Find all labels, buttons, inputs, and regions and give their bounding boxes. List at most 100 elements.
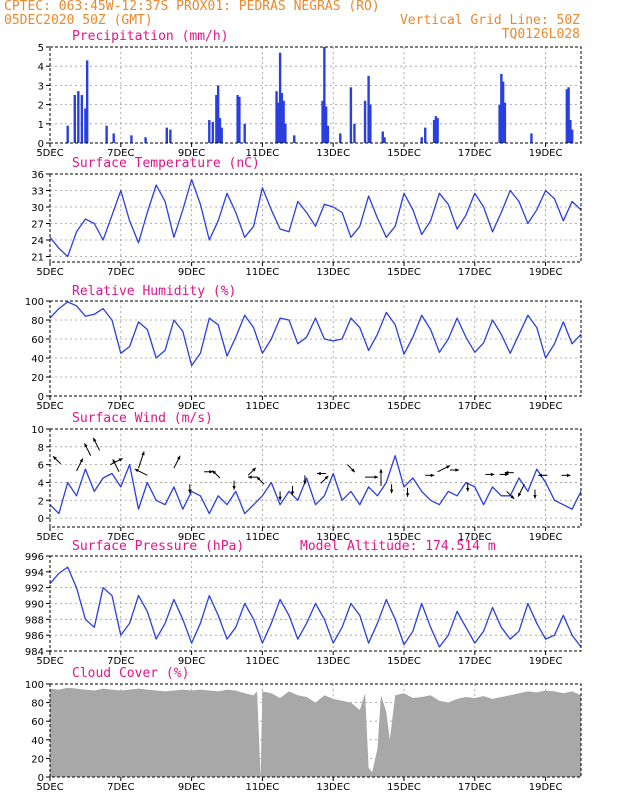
wind-vector bbox=[173, 455, 181, 469]
header-datetime: 05DEC2020 50Z (GMT) bbox=[4, 13, 153, 28]
precip-ytick: 1 bbox=[38, 120, 44, 131]
panel-rh: Relative Humidity (%) 0 20 40 60 80 100 5DEC 7DE… bbox=[25, 284, 582, 412]
temp-xtick: 17DEC bbox=[458, 267, 492, 278]
wind-vector bbox=[52, 455, 61, 465]
temp-frame bbox=[49, 173, 582, 263]
wind-xtick: 9DEC bbox=[178, 532, 205, 543]
wind-vector bbox=[506, 491, 515, 500]
header-grid-note: Vertical Grid Line: 50Z bbox=[400, 13, 580, 28]
temp-ytick: 24 bbox=[31, 236, 44, 247]
precip-ytick: 5 bbox=[38, 43, 44, 54]
precip-bar bbox=[84, 108, 87, 143]
cloud-ytick: 20 bbox=[31, 754, 44, 765]
precip-bar bbox=[284, 123, 287, 143]
cloud-frame bbox=[49, 683, 582, 778]
pressure-ytick: 988 bbox=[25, 615, 44, 626]
wind-vector bbox=[538, 473, 548, 478]
wind-xtick: 11DEC bbox=[246, 532, 280, 543]
wind-ytick: 6 bbox=[38, 461, 44, 472]
cloud-xtick: 11DEC bbox=[246, 782, 280, 793]
precip-bar bbox=[236, 95, 239, 143]
wind-vector bbox=[504, 470, 514, 475]
precip-bar bbox=[144, 137, 147, 143]
precip-bar bbox=[112, 133, 115, 143]
cloud-ytick: 40 bbox=[31, 736, 44, 747]
precip-bar bbox=[567, 87, 570, 143]
precip-bar bbox=[570, 129, 574, 143]
rh-xtick: 7DEC bbox=[107, 401, 134, 412]
precip-bar bbox=[424, 127, 427, 143]
precip-bar bbox=[367, 75, 370, 143]
pressure-ytick: 992 bbox=[25, 584, 44, 595]
wind-frame bbox=[49, 428, 582, 528]
cloud-xtick: 13DEC bbox=[316, 782, 350, 793]
pressure-xtick: 11DEC bbox=[246, 656, 280, 667]
wind-vector bbox=[450, 468, 460, 472]
precip-bar bbox=[280, 93, 284, 143]
precip-bar bbox=[105, 125, 108, 143]
precip-bar bbox=[165, 127, 169, 143]
wind-xtick: 15DEC bbox=[387, 532, 421, 543]
wind-vector bbox=[248, 475, 258, 479]
temp-xtick: 13DEC bbox=[316, 267, 350, 278]
panel-pressure: Surface Pressure (hPa) Model Altitude: 17… bbox=[25, 539, 582, 667]
precip-bar bbox=[323, 47, 326, 143]
temp-grid bbox=[50, 174, 581, 262]
precip-xtick: 9DEC bbox=[178, 148, 205, 159]
cloud-xtick: 15DEC bbox=[387, 782, 421, 793]
header-station: CPTEC: 063:45W-12:37S PROX01: PEDRAS NEG… bbox=[4, 0, 380, 14]
rh-line bbox=[49, 301, 582, 367]
precip-bar bbox=[363, 100, 367, 143]
rh-xtick: 17DEC bbox=[458, 401, 492, 412]
wind-vector bbox=[485, 472, 495, 477]
temp-xtick: 11DEC bbox=[246, 267, 280, 278]
wind-vector bbox=[379, 469, 383, 487]
wind-vector bbox=[465, 482, 470, 492]
wind-xtick: 17DEC bbox=[458, 532, 492, 543]
wind-vector bbox=[347, 464, 356, 473]
wind-vector bbox=[499, 472, 509, 477]
wind-vector bbox=[92, 437, 101, 451]
precip-grid bbox=[50, 47, 581, 143]
wind-vector bbox=[188, 484, 192, 494]
precip-bar bbox=[293, 135, 296, 143]
wind-vector bbox=[405, 487, 410, 497]
pressure-ytick: 986 bbox=[25, 631, 44, 642]
precip-xtick: 17DEC bbox=[458, 148, 492, 159]
precip-bar bbox=[77, 91, 80, 143]
precip-bar bbox=[569, 119, 572, 143]
precip-bar bbox=[238, 96, 241, 143]
precip-bar bbox=[381, 131, 384, 143]
precip-bars bbox=[66, 47, 574, 144]
pressure-line bbox=[49, 566, 582, 648]
wind-vector bbox=[138, 451, 145, 469]
precip-bar bbox=[383, 137, 386, 143]
temp-xtick: 9DEC bbox=[178, 267, 205, 278]
rh-ytick: 100 bbox=[25, 297, 44, 308]
temp-line bbox=[49, 178, 582, 258]
precip-xtick: 15DEC bbox=[387, 148, 421, 159]
wind-grid bbox=[50, 429, 581, 527]
cloud-ytick: 60 bbox=[31, 717, 44, 728]
wind-xtick: 5DEC bbox=[36, 532, 63, 543]
temp-xtick: 19DEC bbox=[529, 267, 563, 278]
cloud-title: Cloud Cover (%) bbox=[72, 666, 189, 681]
cloud-area bbox=[50, 687, 581, 777]
panel-wind: Surface Wind (m/s) 0 2 4 6 8 10 5DEC 7DEC 9DEC 11D… bbox=[31, 411, 582, 543]
precip-bar bbox=[243, 123, 246, 143]
cloud-xtick: 17DEC bbox=[458, 782, 492, 793]
wind-ytick: 2 bbox=[38, 496, 44, 507]
rh-frame bbox=[49, 300, 582, 397]
cloud-xtick: 7DEC bbox=[107, 782, 134, 793]
rh-xtick: 9DEC bbox=[178, 401, 205, 412]
wind-line bbox=[49, 455, 582, 515]
pressure-xtick: 19DEC bbox=[529, 656, 563, 667]
wind-vector bbox=[389, 484, 394, 494]
wind-ytick: 10 bbox=[31, 425, 44, 436]
rh-ytick: 0 bbox=[38, 392, 44, 403]
pressure-xtick: 9DEC bbox=[178, 656, 205, 667]
cloud-ytick: 100 bbox=[25, 680, 44, 691]
rh-ytick: 60 bbox=[31, 335, 44, 346]
precip-bar bbox=[80, 95, 84, 143]
precip-bar bbox=[278, 52, 282, 144]
